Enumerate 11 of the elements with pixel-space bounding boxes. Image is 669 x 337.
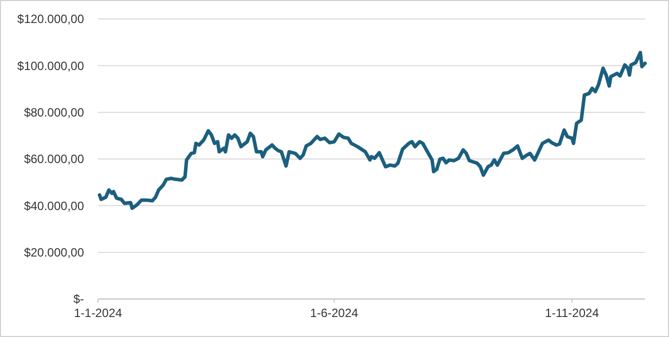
- y-tick-label: $100.000,00: [17, 58, 84, 73]
- y-tick-label: $60.000,00: [24, 152, 84, 166]
- y-tick-label: $80.000,00: [24, 106, 84, 120]
- x-tick-label: 1-1-2024: [74, 306, 122, 320]
- y-tick-label: $-: [73, 292, 84, 306]
- y-tick-label: $20.000,00: [24, 246, 84, 260]
- line-series: [98, 50, 647, 210]
- y-tick-label: $120.000,00: [17, 12, 84, 26]
- x-tick-label: 1-6-2024: [310, 306, 359, 320]
- y-tick-label: $40.000,00: [24, 198, 84, 213]
- x-tick-label: 1-11-2024: [545, 306, 600, 320]
